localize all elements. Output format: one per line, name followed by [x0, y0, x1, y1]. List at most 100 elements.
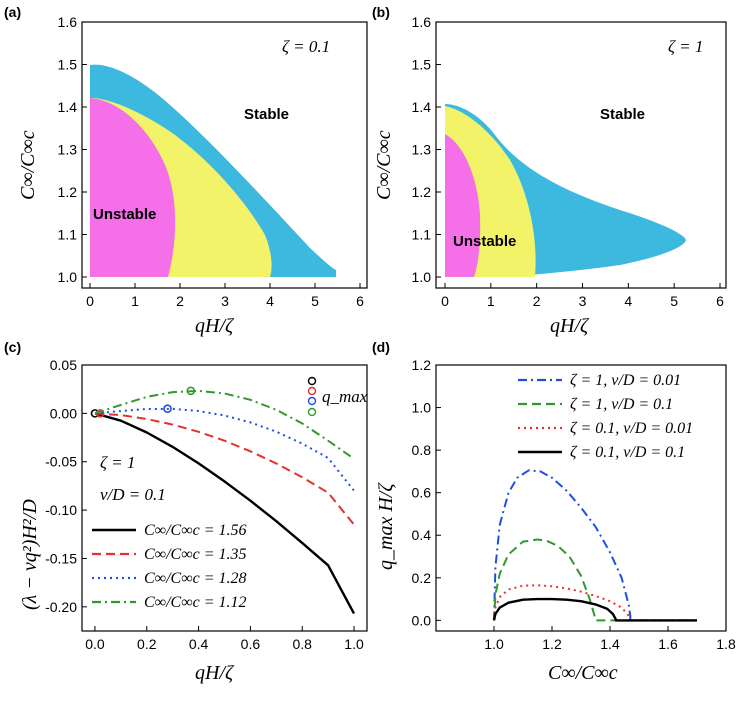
x-tick-label: 0.4 [189, 636, 209, 652]
y-tick-label: 0.8 [412, 442, 432, 458]
panel-b-region-inner [445, 134, 481, 277]
x-tick-label: 5 [670, 293, 678, 309]
x-tick-label: 3 [579, 293, 587, 309]
panel-b-zeta-annotation: ζ = 1 [668, 37, 703, 56]
series-line-3 [492, 597, 697, 622]
y-tick-label: 1.0 [58, 269, 78, 285]
panel-b-frame [435, 21, 727, 289]
panel-d-label: (d) [372, 339, 390, 355]
legend-label-2: C∞/C∞c = 1.28 [144, 570, 247, 587]
y-tick-label: 1.5 [58, 57, 78, 73]
panel-c-legend: C∞/C∞c = 1.56 C∞/C∞c = 1.35 C∞/C∞c = 1.28 C… [92, 522, 247, 611]
y-tick-label: 1.3 [412, 142, 432, 158]
y-tick-label: 0.05 [50, 357, 77, 373]
qmax-key-blue [307, 396, 317, 406]
y-tick-label: 1.0 [412, 269, 432, 285]
panel-c: (c) 0.0 0.2 0.4 0.6 0.8 1.0 0.05 0.00 -0.05 -0.10… [4, 339, 368, 684]
series-line-1 [94, 412, 355, 526]
y-tick-label: 1.6 [412, 14, 432, 30]
x-tick-label: 6 [716, 293, 724, 309]
series-line-3 [94, 389, 355, 460]
x-tick-label: 0.2 [137, 636, 157, 652]
qmax-key-green [307, 407, 317, 417]
x-tick-label: 4 [266, 293, 274, 309]
y-tick-label: 1.3 [58, 142, 78, 158]
y-tick-label: 0.4 [412, 527, 432, 543]
y-tick-label: 1.1 [412, 227, 432, 243]
y-tick-label: 1.4 [58, 99, 78, 115]
qmax-key-black [307, 376, 317, 386]
qmax-marker-2 [163, 404, 172, 414]
x-tick-label: 1 [131, 293, 139, 309]
series-line-0 [94, 412, 356, 615]
x-tick-label: 0 [441, 293, 449, 309]
qmax-marker-3 [186, 386, 196, 396]
panel-a-region-inner [90, 98, 176, 277]
y-tick-label: 0.00 [50, 405, 77, 421]
y-tick-label: 1.6 [58, 14, 78, 30]
panel-d-legend: ζ = 1, ν/D = 0.01 ζ = 1, ν/D = 0.1 ζ = 0.1… [518, 372, 693, 461]
panel-b-stable-label: Stable [600, 106, 645, 123]
x-tick-label: 1.2 [542, 636, 562, 652]
x-tick-label: 0.0 [85, 636, 105, 652]
panel-a-stable-label: Stable [244, 106, 289, 123]
panel-c-frame [81, 364, 368, 632]
panel-c-ticks: 0.0 0.2 0.4 0.6 0.8 1.0 0.05 0.00 -0.05 -0.10 -0.1… [45, 357, 364, 652]
legend-label-3: ζ = 0.1, ν/D = 0.1 [570, 444, 685, 461]
panel-d-ticks: 1.0 1.2 1.4 1.6 1.8 0.0 0.2 0.4 0.6 0.8 1.0 1.2 [412, 357, 736, 652]
panel-b: (b) 0 1 2 3 4 5 61.01.11.21.31.41.51.6 Stable … [372, 4, 727, 337]
x-tick-label: 1.6 [658, 636, 678, 652]
panel-a-ticks: 0 1 2 3 4 5 6 1.0 1.1 1.2 1.3 1.4 1.5 1.6 [58, 14, 365, 309]
y-tick-label: 0.0 [412, 612, 432, 628]
y-tick-label: 0.2 [412, 570, 432, 586]
panel-c-qmax-key: q_max [307, 376, 368, 417]
y-tick-label: 1.2 [412, 184, 432, 200]
x-tick-label: 1.8 [716, 636, 736, 652]
x-tick-label: 1.0 [344, 636, 364, 652]
panel-a-ylabel: C∞/C∞c [17, 130, 39, 200]
panel-a-xlabel: qH/ζ [195, 315, 235, 337]
legend-label-0: ζ = 1, ν/D = 0.01 [570, 372, 681, 389]
panel-d: (d) 1.0 1.2 1.4 1.6 1.8 0.0 0.2 0.4 0.6 0.8 1.0 1.2… [372, 339, 736, 684]
y-tick-label: 0.6 [412, 485, 432, 501]
panel-d-series [492, 469, 697, 622]
panel-a-zeta-annotation: ζ = 0.1 [282, 37, 330, 56]
x-tick-label: 4 [624, 293, 632, 309]
x-tick-label: 6 [356, 293, 364, 309]
x-tick-label: 1 [487, 293, 495, 309]
panel-b-unstable-label: Unstable [453, 233, 516, 250]
panel-c-nu-annotation: ν/D = 0.1 [100, 485, 166, 504]
x-tick-label: 3 [221, 293, 229, 309]
panel-d-frame [435, 364, 727, 632]
panel-c-label: (c) [4, 339, 21, 355]
legend-label-2: ζ = 0.1, ν/D = 0.01 [570, 420, 693, 437]
panel-a-unstable-label: Unstable [93, 206, 156, 223]
series-line-0 [493, 469, 697, 622]
panel-d-xlabel: C∞/C∞c [548, 662, 618, 684]
x-tick-label: 2 [176, 293, 184, 309]
y-tick-label: 1.1 [58, 227, 78, 243]
legend-label-3: C∞/C∞c = 1.12 [144, 594, 247, 611]
series-line-2 [493, 584, 697, 622]
panel-a: (a) 0 1 2 3 4 5 61.01.11.21.31.41.51.6 Stable … [4, 4, 368, 337]
legend-label-1: ζ = 1, ν/D = 0.1 [570, 396, 673, 413]
y-tick-label: -0.05 [45, 454, 77, 470]
panel-c-series [90, 386, 356, 615]
x-tick-label: 0 [86, 293, 94, 309]
x-tick-label: 1.0 [484, 636, 504, 652]
legend-label-1: C∞/C∞c = 1.35 [144, 546, 247, 563]
panel-c-xlabel: qH/ζ [195, 662, 235, 684]
x-tick-label: 0.8 [292, 636, 312, 652]
panel-d-ylabel: q_max H/ζ [375, 482, 397, 570]
y-tick-label: 1.2 [58, 184, 78, 200]
qmax-key-red [307, 386, 317, 396]
y-tick-label: 1.0 [412, 400, 432, 416]
panel-a-label: (a) [4, 4, 21, 20]
y-tick-label: -0.15 [45, 550, 77, 566]
series-line-1 [493, 538, 697, 622]
panel-c-ylabel: (λ − νq²)H²/D [19, 499, 41, 610]
panel-c-zeta-annotation: ζ = 1 [100, 453, 135, 472]
panel-b-ticks: 0 1 2 3 4 5 6 1.0 1.1 1.2 1.3 1.4 1.5 1.6 [412, 14, 725, 309]
x-tick-label: 0.6 [241, 636, 261, 652]
